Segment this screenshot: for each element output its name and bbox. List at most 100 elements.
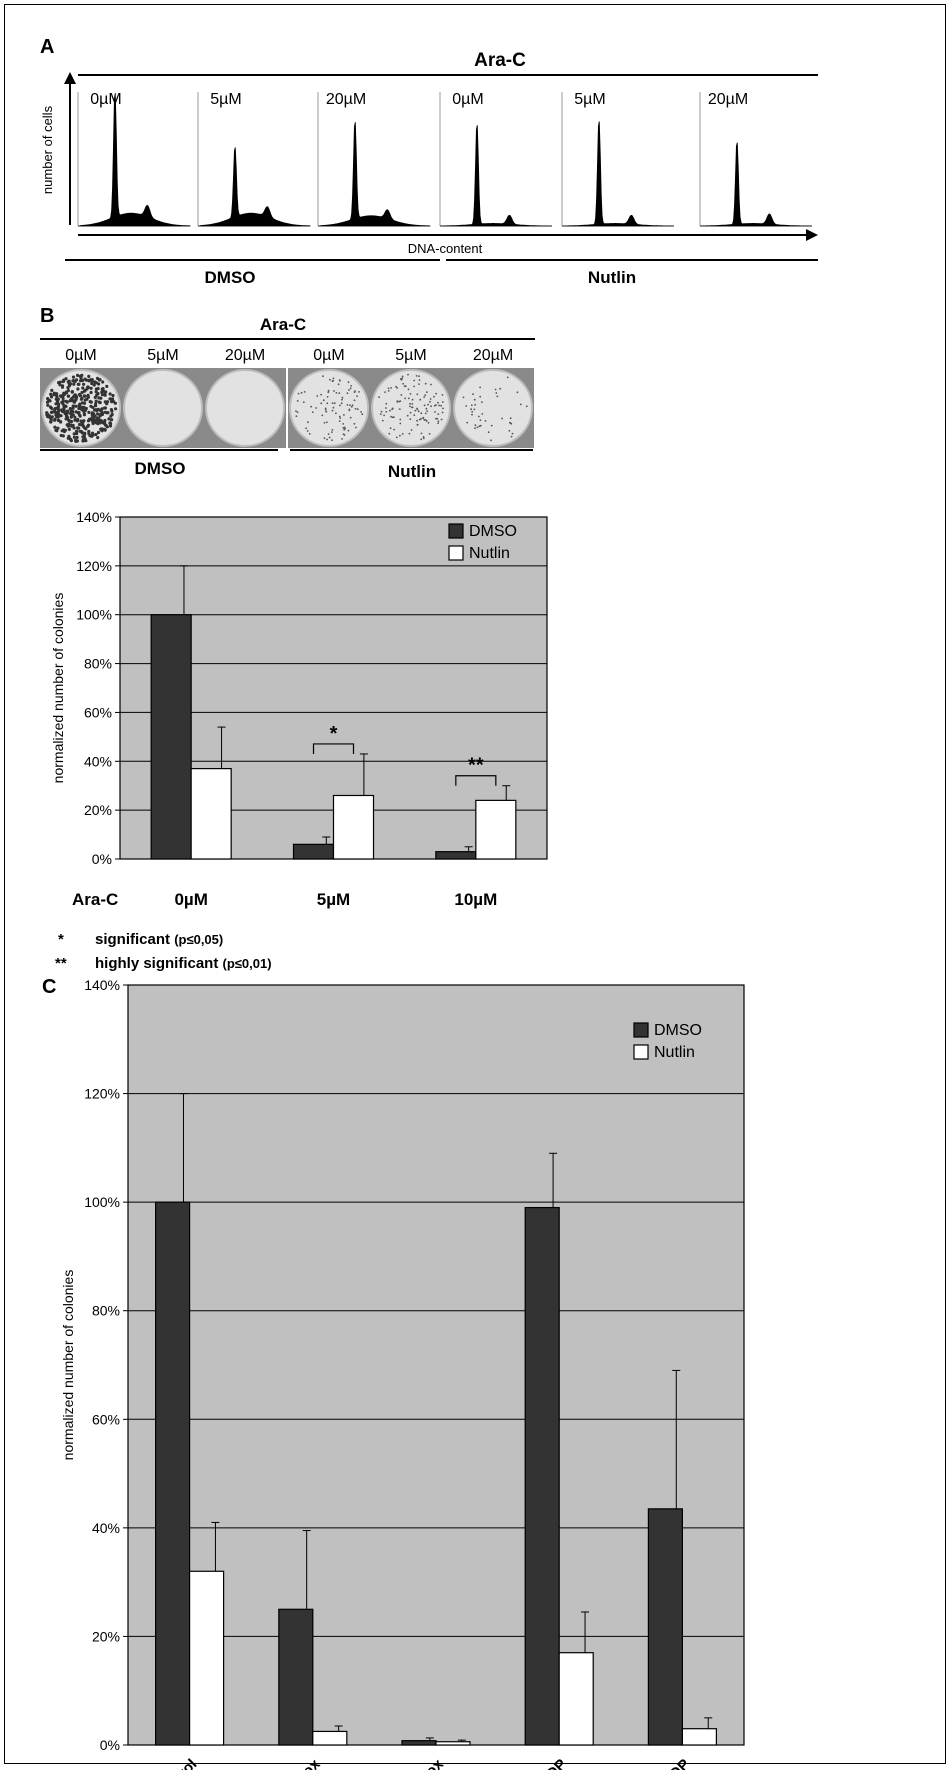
dish-colony bbox=[102, 420, 107, 424]
dish-well bbox=[123, 369, 203, 447]
dish-colony bbox=[331, 402, 334, 404]
dish-colony bbox=[516, 391, 519, 394]
dish-label: 0µM bbox=[65, 347, 96, 364]
dish-colony bbox=[61, 399, 65, 403]
dish-colony bbox=[411, 398, 414, 401]
dish-colony bbox=[60, 409, 64, 413]
dish-colony bbox=[427, 421, 430, 424]
dish-colony bbox=[296, 400, 299, 402]
dish-colony bbox=[462, 396, 465, 399]
dish-colony bbox=[99, 412, 103, 416]
x-tick-label: 10µM DDP bbox=[629, 1756, 693, 1770]
dish-colony bbox=[437, 413, 440, 415]
dish-colony bbox=[87, 410, 91, 414]
histogram-trace bbox=[440, 125, 552, 227]
panel-a-histograms: 0µM 5µM 20µM 0µM 5µM 20µM bbox=[77, 91, 812, 227]
dish-colony bbox=[425, 420, 428, 422]
dish-colony bbox=[96, 430, 101, 435]
dish-0: 0µM bbox=[40, 347, 122, 448]
panel-a-nutlin-label: Nutlin bbox=[588, 268, 636, 287]
dish-colony bbox=[324, 407, 327, 410]
y-tick-label: 80% bbox=[92, 1303, 120, 1319]
dish-colony bbox=[416, 407, 418, 410]
dish-colony bbox=[434, 411, 436, 413]
dish-colony bbox=[59, 433, 63, 438]
dish-colony bbox=[442, 407, 444, 410]
dish-colony bbox=[83, 394, 87, 398]
dish-colony bbox=[62, 391, 66, 395]
dish-colony bbox=[308, 432, 311, 435]
dish-colony bbox=[56, 410, 60, 414]
dish-colony bbox=[413, 379, 416, 382]
dish-colony bbox=[508, 429, 511, 432]
dish-colony bbox=[108, 392, 112, 396]
bar-dmso-2 bbox=[401, 1740, 437, 1746]
dish-colony bbox=[353, 399, 356, 402]
y-tick-label: 20% bbox=[84, 802, 112, 818]
dish-colony bbox=[100, 393, 105, 397]
dish-colony bbox=[331, 431, 333, 433]
dish-colony bbox=[407, 373, 409, 376]
dish-colony bbox=[401, 375, 404, 378]
dish-colony bbox=[413, 385, 415, 388]
dish-colony bbox=[80, 390, 84, 395]
x-tick-label: 10µM bbox=[454, 890, 497, 909]
dish-colony bbox=[506, 376, 509, 379]
dish-colony bbox=[94, 399, 98, 403]
y-axis-label: normalized number of colonies bbox=[60, 1270, 76, 1461]
bar-nutlin-0 bbox=[190, 768, 232, 860]
dish-colony bbox=[91, 433, 95, 437]
dish-colony bbox=[69, 415, 73, 419]
histogram-2: 20µM bbox=[317, 91, 431, 227]
dish-colony bbox=[490, 424, 493, 427]
dish-colony bbox=[350, 405, 353, 408]
histogram-trace bbox=[318, 122, 431, 227]
dish-colony bbox=[433, 395, 435, 398]
dish-colony bbox=[67, 427, 71, 431]
dish-colony bbox=[307, 421, 309, 424]
significance-bracket-1 bbox=[455, 775, 497, 786]
dish-colony bbox=[64, 414, 69, 418]
dish-colony bbox=[66, 380, 70, 384]
footnote-2-mark: ** bbox=[55, 955, 67, 972]
dish-colony bbox=[436, 418, 439, 420]
dish-colony bbox=[87, 432, 91, 436]
dish-colony bbox=[65, 411, 69, 415]
bar-dmso-4 bbox=[647, 1508, 684, 1746]
dish-colony bbox=[331, 429, 334, 431]
dish-colony bbox=[481, 401, 483, 403]
dish-colony bbox=[110, 409, 114, 413]
dish-colony bbox=[399, 434, 401, 437]
dish-colony bbox=[347, 381, 350, 384]
dish-colony bbox=[60, 384, 65, 388]
dish-colony bbox=[105, 425, 109, 429]
bar-dmso-0 bbox=[150, 614, 192, 860]
dish-colony bbox=[424, 412, 427, 415]
y-tick-label: 0% bbox=[100, 1737, 120, 1753]
dish-colony bbox=[94, 387, 98, 391]
dish-colony bbox=[435, 392, 437, 395]
dish-colony bbox=[57, 402, 61, 406]
dish-colony bbox=[478, 425, 481, 428]
dish-colony bbox=[481, 413, 484, 415]
dish-colony bbox=[360, 411, 362, 413]
dish-colony bbox=[418, 383, 420, 385]
dish-colony bbox=[409, 402, 411, 405]
dish-colony bbox=[108, 421, 112, 425]
panel-c-letter: C bbox=[42, 976, 56, 998]
dish-colony bbox=[45, 411, 49, 415]
dish-colony bbox=[471, 410, 474, 413]
dish-colony bbox=[349, 416, 352, 419]
dish-colony bbox=[343, 426, 346, 429]
y-tick-label: 120% bbox=[76, 558, 112, 574]
dish-colony bbox=[66, 394, 70, 398]
dish-colony bbox=[399, 378, 402, 380]
dish-colony bbox=[407, 397, 410, 400]
dish-colony bbox=[71, 404, 75, 408]
dish-colony bbox=[341, 438, 343, 440]
dish-colony bbox=[343, 414, 345, 416]
dish-colony bbox=[411, 406, 414, 409]
dish-colony bbox=[419, 398, 422, 401]
bar-nutlin-4 bbox=[681, 1728, 718, 1746]
panel-b-letter: B bbox=[40, 305, 54, 327]
